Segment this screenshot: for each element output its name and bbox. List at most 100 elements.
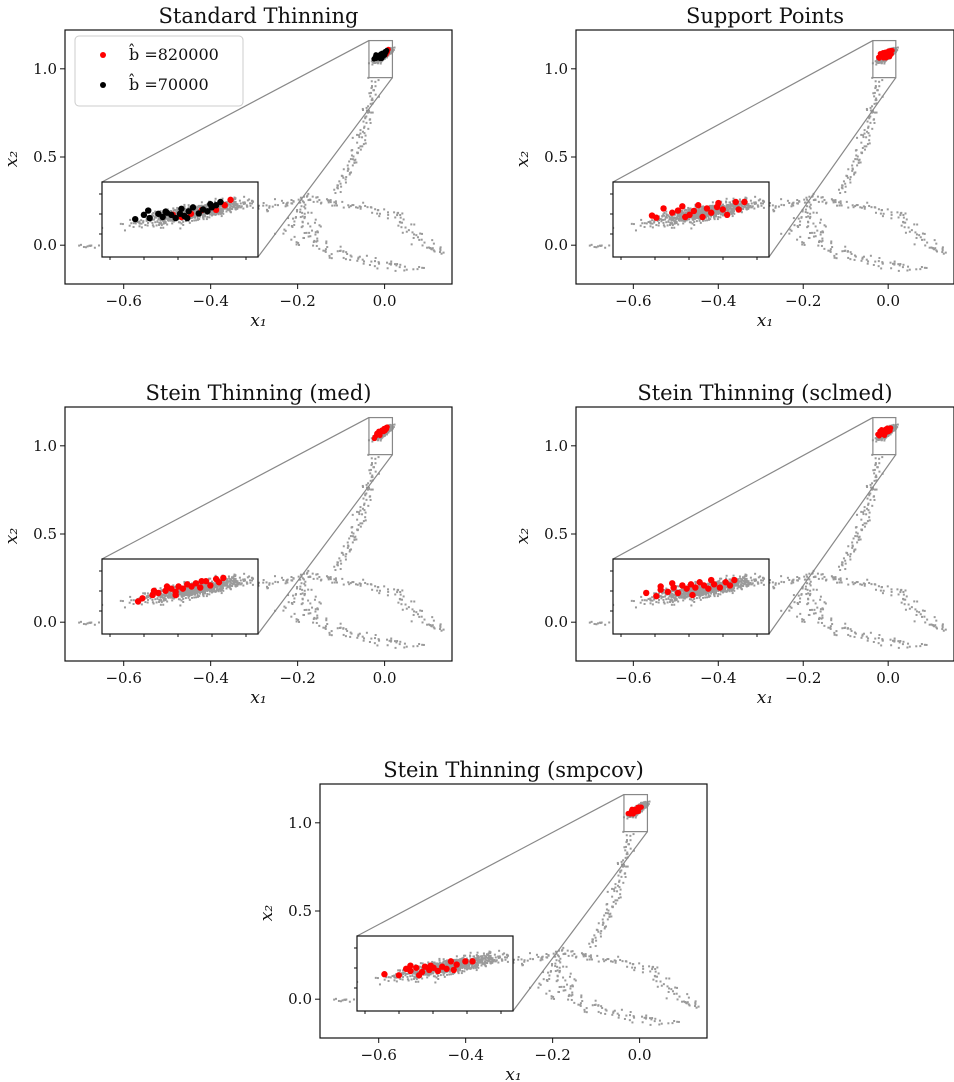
trace-point	[439, 624, 442, 627]
inset-cloud-point	[129, 218, 132, 221]
trace-point	[290, 202, 293, 205]
trace-point	[88, 621, 91, 624]
trace-point	[906, 269, 909, 272]
inset-cloud-point	[717, 210, 720, 213]
inset-cloud-point	[762, 199, 765, 202]
trace-point	[329, 578, 332, 581]
inset-cloud-point	[698, 209, 701, 212]
trace-point	[79, 243, 82, 246]
trace-point	[800, 216, 803, 219]
inset-cloud-point	[755, 202, 758, 205]
trace-point	[322, 626, 325, 629]
inset-cloud-point	[689, 207, 692, 210]
inset-cloud-point	[193, 211, 196, 214]
trace-point	[369, 91, 372, 94]
inset-data-point	[195, 210, 202, 217]
inset-cloud-point	[237, 206, 240, 209]
inset-cloud-point	[138, 221, 141, 224]
trace-point	[803, 198, 806, 201]
trace-point	[370, 260, 373, 263]
trace-point	[809, 232, 812, 235]
inset-cloud-point	[204, 205, 207, 208]
trace-point	[359, 129, 362, 132]
trace-point	[262, 204, 265, 207]
trace-point	[307, 222, 310, 225]
trace-point	[396, 263, 399, 266]
trace-point	[924, 244, 927, 247]
trace-point	[318, 575, 321, 578]
inset-cloud-point	[666, 224, 669, 227]
trace-point	[833, 254, 836, 257]
inset-cloud-point	[709, 205, 712, 208]
inset-cloud-point	[687, 206, 690, 209]
trace-point	[387, 213, 390, 216]
inset-cloud-point	[215, 213, 218, 216]
trace-point	[921, 232, 924, 235]
trace-point	[422, 266, 425, 269]
trace-point	[347, 581, 350, 584]
inset-cloud-point	[665, 213, 668, 216]
inset-cloud-point	[158, 222, 161, 225]
trace-point	[358, 136, 361, 139]
trace-point	[432, 249, 435, 252]
trace-point	[875, 102, 878, 105]
trace-point	[835, 253, 838, 256]
inset-cloud-point	[709, 207, 712, 210]
trace-point	[871, 127, 874, 130]
inset-cloud-point	[729, 201, 732, 204]
trace-point	[400, 226, 403, 229]
trace-point	[370, 583, 373, 586]
trace-point	[852, 206, 855, 209]
cloud-point	[374, 60, 377, 63]
inset-cloud-point	[217, 213, 220, 216]
trace-point	[394, 269, 397, 272]
trace-point	[374, 80, 377, 83]
inset-cloud-point	[712, 215, 715, 218]
trace-point	[308, 231, 311, 234]
inset-cloud-point	[750, 202, 753, 205]
trace-point	[902, 220, 905, 223]
inset-cloud-point	[641, 222, 644, 225]
trace-point	[862, 134, 865, 137]
trace-point	[303, 217, 306, 220]
inset-cloud-point	[677, 213, 680, 216]
inset-cloud-point	[688, 218, 691, 221]
trace-point	[851, 164, 854, 167]
trace-point	[797, 217, 800, 220]
trace-point	[865, 145, 868, 148]
trace-point	[421, 232, 424, 235]
inset-cloud-point	[154, 216, 157, 219]
trace-point	[86, 622, 89, 625]
trace-point	[301, 211, 304, 214]
trace-point	[847, 256, 850, 259]
trace-point	[423, 618, 426, 621]
trace-point	[357, 256, 360, 259]
inset-data-point	[735, 206, 742, 213]
inset-cloud-point	[749, 204, 752, 207]
inset-data-point	[674, 207, 682, 214]
inset-cloud-point	[744, 196, 747, 199]
trace-point	[407, 229, 410, 232]
trace-point	[316, 577, 319, 580]
inset-cloud-point	[184, 220, 187, 223]
trace-point	[783, 204, 786, 207]
inset-cloud-point	[740, 203, 743, 206]
trace-point	[376, 589, 379, 592]
inset-cloud-point	[238, 199, 241, 202]
inset-cloud-point	[704, 211, 707, 214]
trace-point	[861, 146, 864, 149]
trace-point	[90, 621, 93, 624]
trace-point	[295, 210, 298, 213]
trace-point	[268, 205, 271, 208]
trace-point	[325, 617, 328, 620]
trace-point	[262, 581, 265, 584]
inset-cloud-point	[730, 210, 733, 213]
trace-point	[415, 234, 418, 237]
trace-point	[824, 202, 827, 205]
inset-cloud-point	[738, 198, 741, 201]
inset-cloud-point	[679, 213, 682, 216]
inset-cloud-point	[234, 200, 237, 203]
inset-cloud-point	[697, 209, 700, 212]
trace-point	[821, 196, 824, 199]
